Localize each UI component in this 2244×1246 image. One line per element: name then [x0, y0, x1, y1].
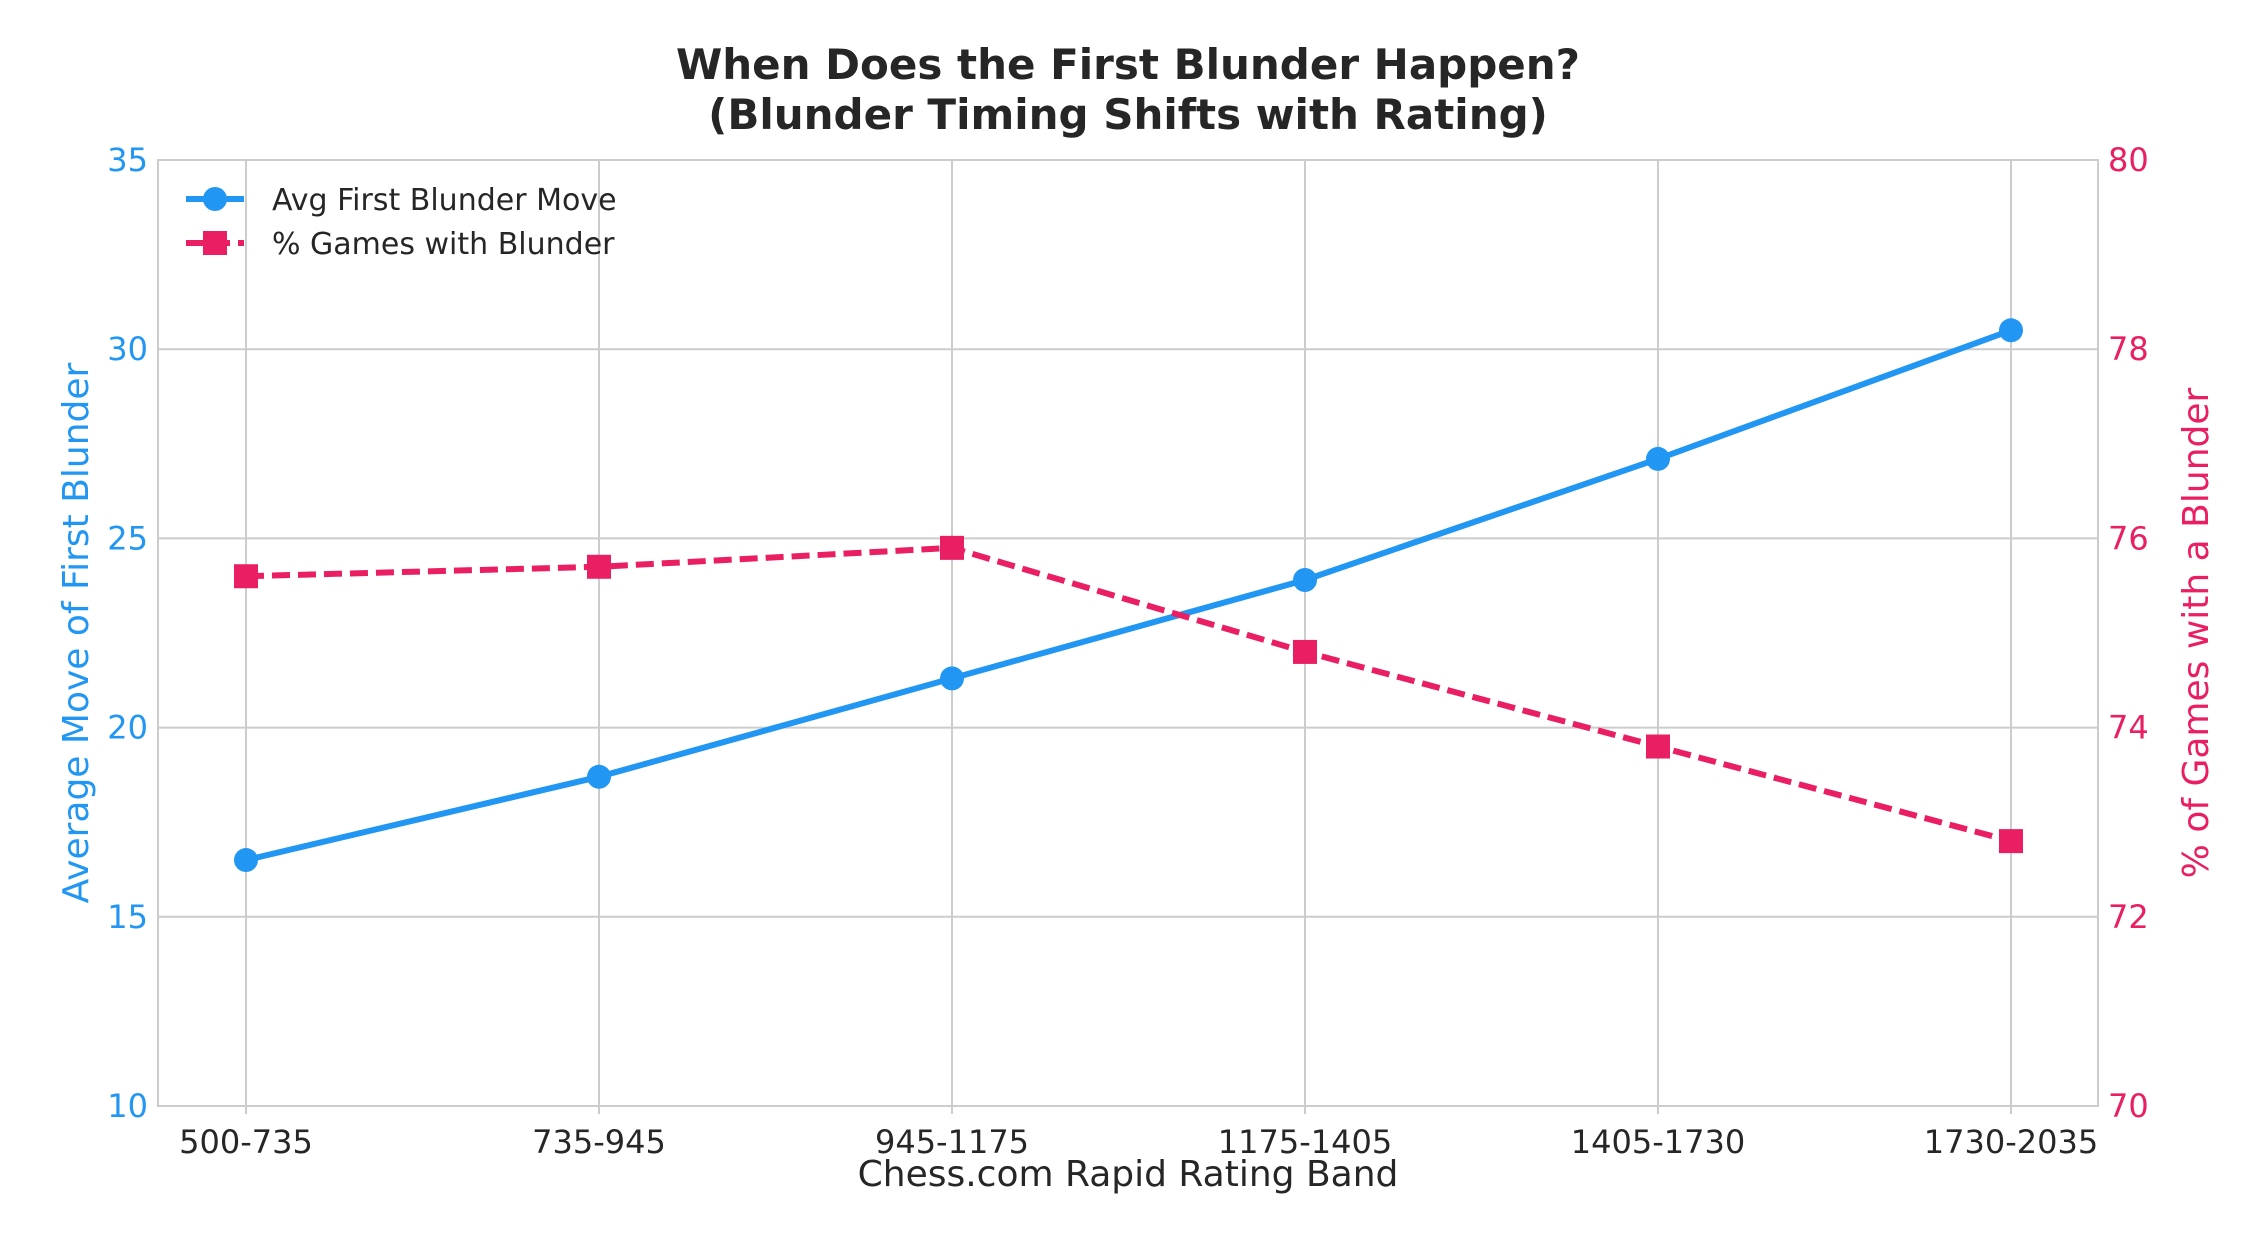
data-point-blunder-move: [587, 764, 611, 789]
data-point-games-pct: [1999, 829, 2023, 854]
plot-frame: [157, 159, 2099, 1107]
series-layer: [234, 318, 2023, 873]
x-axis-ticks: 500-735 735-945 945-1175 1175-1405 1405-1730…: [179, 1106, 2098, 1161]
chart-title-line-1: When Does the First Blunder Happen?: [676, 40, 1580, 89]
legend-label-games-pct: % Games with Blunder: [272, 227, 615, 262]
legend-marker-square: [203, 231, 227, 255]
x-tick-label: 945-1175: [875, 1123, 1029, 1161]
chart-title-line-2: (Blunder Timing Shifts with Rating): [708, 90, 1548, 139]
y-tick-label-left: 30: [107, 330, 148, 368]
y-tick-label-left: 20: [107, 709, 148, 747]
y-tick-label-left: 35: [107, 141, 148, 179]
x-tick-label: 500-735: [179, 1123, 313, 1161]
y-tick-label-right: 80: [2108, 141, 2149, 179]
data-point-games-pct: [234, 564, 258, 589]
y-tick-label-right: 76: [2108, 519, 2149, 557]
data-point-blunder-move: [1293, 568, 1317, 593]
legend: Avg First Blunder Move % Games with Blun…: [186, 183, 617, 262]
y-axis-label-left: Average Move of First Blunder: [56, 362, 97, 903]
y-tick-label-left: 10: [107, 1087, 148, 1125]
data-point-games-pct: [587, 554, 611, 579]
y-tick-label-left: 25: [107, 519, 148, 557]
data-point-games-pct: [940, 535, 964, 560]
x-tick-label: 1730-2035: [1924, 1123, 2098, 1161]
y-tick-label-right: 78: [2108, 330, 2149, 368]
legend-label-blunder-move: Avg First Blunder Move: [272, 183, 617, 218]
x-tick-label: 735-945: [532, 1123, 666, 1161]
series-line-games-pct: [245, 544, 2012, 845]
data-point-blunder-move: [1646, 446, 1670, 471]
x-tick-label: 1405-1730: [1571, 1123, 1745, 1161]
y-tick-label-left: 15: [107, 898, 148, 936]
x-tick-label: 1175-1405: [1218, 1123, 1392, 1161]
y-axis-label-right: % of Games with a Blunder: [2176, 387, 2217, 878]
legend-marker-circle: [203, 187, 227, 211]
y-tick-label-right: 70: [2108, 1087, 2149, 1125]
y-tick-label-right: 74: [2108, 709, 2149, 747]
y-tick-label-right: 72: [2108, 898, 2149, 936]
data-point-games-pct: [1293, 639, 1317, 664]
data-point-blunder-move: [1999, 318, 2023, 343]
series-line-blunder-move: [245, 327, 2013, 863]
data-point-games-pct: [1646, 734, 1670, 759]
data-point-blunder-move: [234, 848, 258, 873]
x-axis-label: Chess.com Rapid Rating Band: [858, 1154, 1399, 1195]
data-point-blunder-move: [940, 666, 964, 691]
right-axis-ticks: 70 72 74 76 78 80: [2108, 141, 2149, 1125]
grid: [158, 159, 2098, 1107]
left-axis-ticks: 10 15 20 25 30 35: [107, 141, 148, 1125]
